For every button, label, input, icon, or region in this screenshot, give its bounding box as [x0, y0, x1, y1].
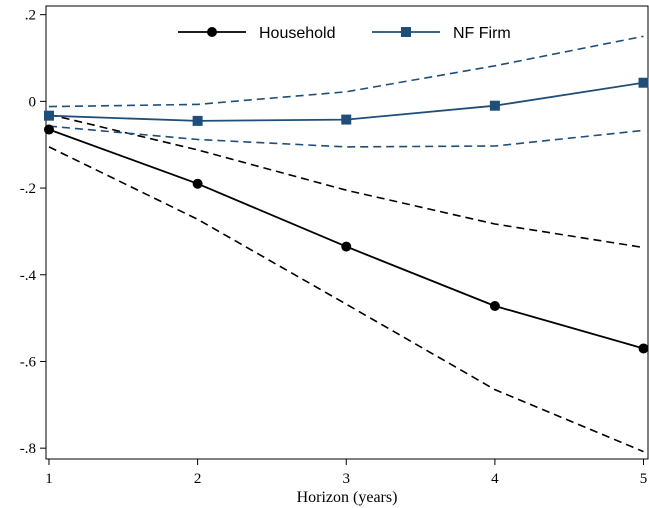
legend-nf-firm-label: NF Firm	[453, 25, 511, 42]
nf-firm-point	[43, 110, 54, 121]
x-tick-label: 2	[194, 471, 202, 487]
household-point	[43, 124, 54, 135]
nf-firm-point	[489, 100, 500, 111]
y-tick-label: 0	[29, 94, 37, 110]
y-tick-label: .2	[25, 8, 36, 24]
series-markers	[43, 77, 649, 354]
household-ci-lower	[48, 146, 644, 453]
nf-firm-point	[638, 77, 649, 88]
nf-firm-point	[341, 114, 352, 125]
household-line	[48, 128, 644, 350]
household-ci-upper	[48, 113, 644, 249]
x-tick-label: 5	[640, 471, 648, 487]
plot-frame	[45, 5, 649, 460]
confidence-bands	[48, 35, 644, 453]
nf-firm-ci-lower	[48, 125, 644, 148]
household-point	[638, 343, 649, 354]
nf-firm-point	[192, 115, 203, 126]
household-point	[341, 241, 352, 252]
nf-firm-ci-upper	[48, 35, 644, 108]
household-point	[489, 300, 500, 311]
axes: .2 0 -.2 -.4 -.6 -.8 1 2 3 4 5	[20, 5, 649, 487]
household-point	[192, 178, 203, 189]
x-tick-label: 1	[45, 471, 53, 487]
legend-household-label: Household	[259, 25, 336, 42]
y-tick-label: -.8	[20, 441, 36, 457]
y-tick-label: -.2	[20, 181, 36, 197]
legend-nf-firm-marker	[401, 27, 411, 37]
y-tick-label: -.4	[20, 268, 37, 284]
x-axis-title: Horizon (years)	[297, 489, 398, 506]
legend: Household NF Firm	[178, 25, 511, 42]
x-tick-label: 3	[343, 471, 351, 487]
x-tick-label: 4	[491, 471, 499, 487]
y-tick-label: -.6	[20, 354, 37, 370]
legend-household-marker	[207, 27, 217, 37]
